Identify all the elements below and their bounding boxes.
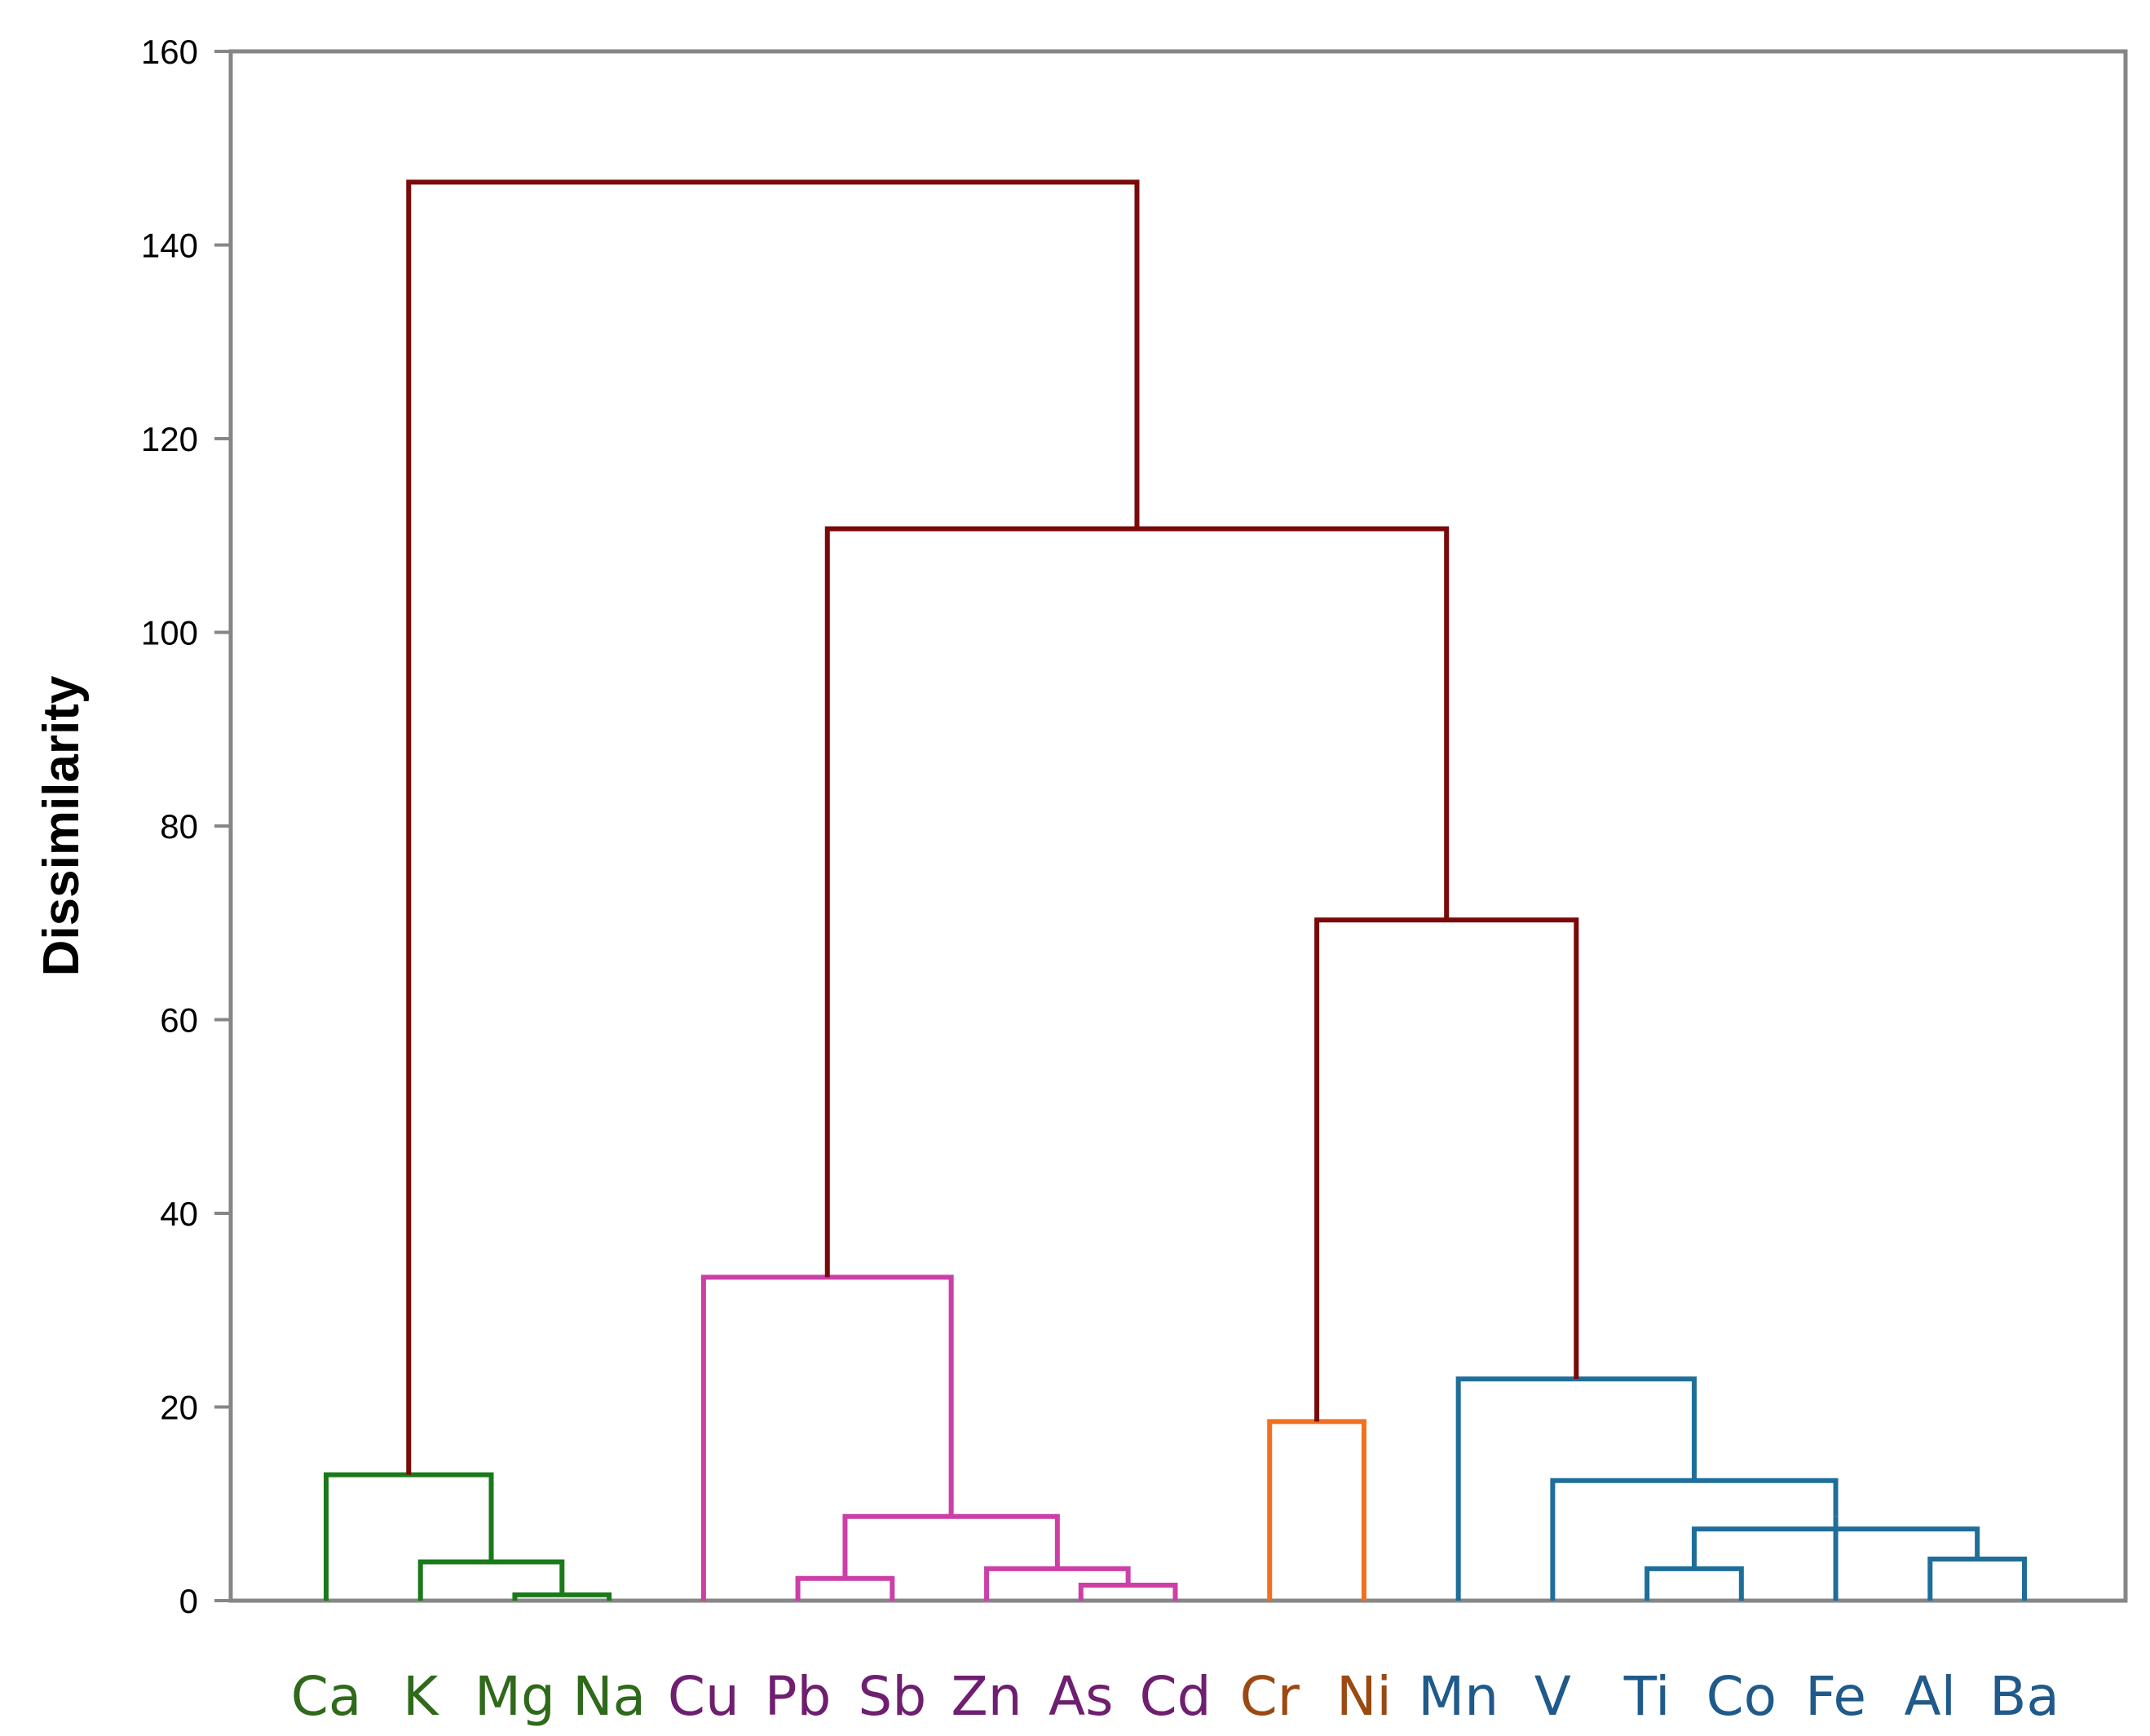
leaf-label-ba: Ba — [1989, 1665, 2059, 1728]
leaf-label-ni: Ni — [1336, 1665, 1392, 1728]
link-p2 — [1078, 1583, 1178, 1601]
link-o1 — [1267, 1419, 1366, 1601]
y-axis: 0 20 40 60 80 100 120 140 160 — [141, 33, 233, 1620]
leaf-label-mg: Mg — [475, 1665, 555, 1728]
y-tick-label: 120 — [141, 420, 198, 458]
link-g3 — [324, 1472, 494, 1601]
link-b2 — [1927, 1556, 2027, 1601]
leaf-label-sb: Sb — [858, 1665, 926, 1728]
link-r1 — [1314, 917, 1579, 1422]
y-tick-label: 160 — [141, 33, 198, 71]
plot-area-frame — [228, 49, 2128, 1603]
leaf-label-v: V — [1534, 1665, 1571, 1728]
y-axis-title: Dissimilarity — [33, 675, 90, 976]
leaf-label-fe: Fe — [1805, 1665, 1866, 1728]
link-p1 — [795, 1575, 895, 1601]
y-tick-label: 100 — [141, 614, 198, 652]
leaf-label-cd: Cd — [1140, 1665, 1212, 1728]
leaf-label-cu: Cu — [668, 1665, 739, 1728]
leaf-label-mn: Mn — [1418, 1665, 1499, 1728]
leaf-label-zn: Zn — [951, 1665, 1022, 1728]
leaf-label-pb: Pb — [765, 1665, 832, 1728]
leaf-label-ti: Ti — [1623, 1665, 1671, 1728]
leaf-label-cr: Cr — [1240, 1665, 1300, 1728]
leaf-label-ca: Ca — [291, 1665, 362, 1728]
leaf-label-al: Al — [1905, 1665, 1957, 1728]
y-tick-label: 140 — [141, 227, 198, 265]
leaf-label-as: As — [1049, 1665, 1114, 1728]
y-tick-label: 60 — [160, 1001, 198, 1040]
leaf-label-k: K — [403, 1665, 439, 1728]
leaf-label-co: Co — [1706, 1665, 1777, 1728]
dendrogram-links — [324, 179, 2027, 1601]
link-p4 — [842, 1513, 1060, 1579]
link-g1 — [512, 1592, 612, 1601]
link-r3 — [406, 179, 1140, 1475]
leaf-label-na: Na — [572, 1665, 646, 1728]
link-b1 — [1645, 1566, 1744, 1601]
y-tick-label: 20 — [160, 1389, 198, 1427]
y-tick-label: 80 — [160, 807, 198, 846]
y-tick-label: 0 — [179, 1582, 198, 1620]
y-tick-label: 40 — [160, 1195, 198, 1233]
link-p5 — [700, 1274, 954, 1601]
link-r2 — [824, 526, 1450, 1278]
leaf-labels: Ca K Mg Na Cu Pb Sb Zn As Cd Cr Ni Mn V Ti Co Fe Al Ba — [291, 1665, 2059, 1728]
